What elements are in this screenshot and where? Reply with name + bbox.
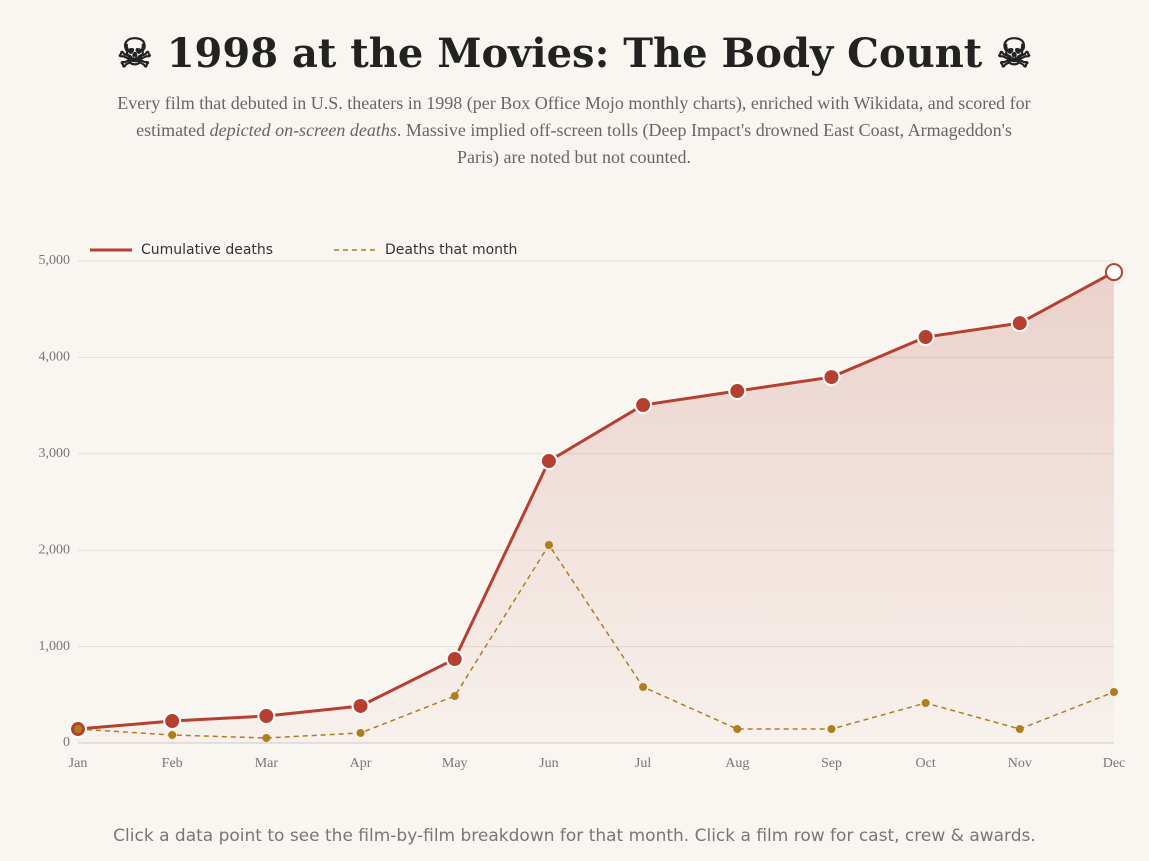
x-tick-label: Apr	[350, 756, 372, 771]
month-point[interactable]	[1015, 725, 1024, 734]
x-tick-label: Dec	[1103, 756, 1126, 771]
x-tick-label: Oct	[916, 756, 936, 771]
month-point[interactable]	[1110, 688, 1118, 697]
x-tick-label: Sep	[821, 756, 842, 771]
month-point[interactable]	[921, 698, 930, 707]
month-point[interactable]	[827, 725, 836, 734]
data-point[interactable]	[539, 452, 558, 471]
data-point[interactable]	[351, 696, 370, 715]
x-tick-label: Jun	[539, 756, 558, 771]
month-point[interactable]	[544, 540, 553, 549]
x-tick-label: May	[442, 756, 468, 771]
series-line	[77, 270, 1115, 731]
legend-label: Cumulative deaths	[141, 242, 273, 258]
y-tick-label: 4,000	[39, 350, 71, 365]
month-point[interactable]	[74, 725, 82, 734]
subtitle: Every film that debuted in U.S. theaters…	[114, 90, 1034, 171]
x-tick-label: Jul	[635, 756, 651, 771]
x-tick-label: Jan	[69, 756, 88, 771]
month-point[interactable]	[733, 725, 742, 734]
area-fill	[78, 272, 1114, 743]
data-point[interactable]	[634, 396, 653, 415]
page-title: ☠ 1998 at the Movies: The Body Count ☠	[116, 30, 1033, 77]
y-tick-label: 1,000	[39, 639, 71, 654]
x-tick-label: Feb	[162, 756, 183, 771]
data-point[interactable]	[916, 328, 935, 347]
x-tick-label: Nov	[1008, 756, 1032, 771]
data-point[interactable]	[822, 368, 841, 387]
month-point[interactable]	[168, 730, 177, 739]
subtitle-text: Every film that debuted in U.S. theaters…	[117, 93, 1031, 140]
y-tick-label: 3,000	[39, 446, 71, 461]
data-point[interactable]	[163, 712, 182, 731]
subtitle-text: . Massive implied off-screen tolls (Deep…	[396, 120, 1012, 167]
x-tick-label: Aug	[725, 756, 749, 771]
legend-label: Deaths that month	[385, 242, 517, 258]
y-tick-label: 2,000	[39, 542, 71, 557]
month-point[interactable]	[639, 682, 648, 691]
data-point[interactable]	[1105, 263, 1123, 282]
y-tick-label: 0	[63, 735, 70, 750]
month-point[interactable]	[356, 728, 365, 737]
x-tick-label: Mar	[255, 756, 279, 771]
data-point[interactable]	[728, 382, 747, 401]
month-point[interactable]	[262, 733, 271, 742]
data-point[interactable]	[1010, 314, 1029, 333]
month-point[interactable]	[450, 692, 459, 701]
subtitle-emphasis: depicted on-screen deaths	[209, 120, 397, 140]
y-tick-label: 5,000	[39, 253, 71, 268]
data-point[interactable]	[257, 707, 276, 726]
footer-hint: Click a data point to see the film-by-fi…	[113, 826, 1036, 846]
series-line	[77, 543, 1115, 739]
data-point[interactable]	[445, 650, 464, 669]
